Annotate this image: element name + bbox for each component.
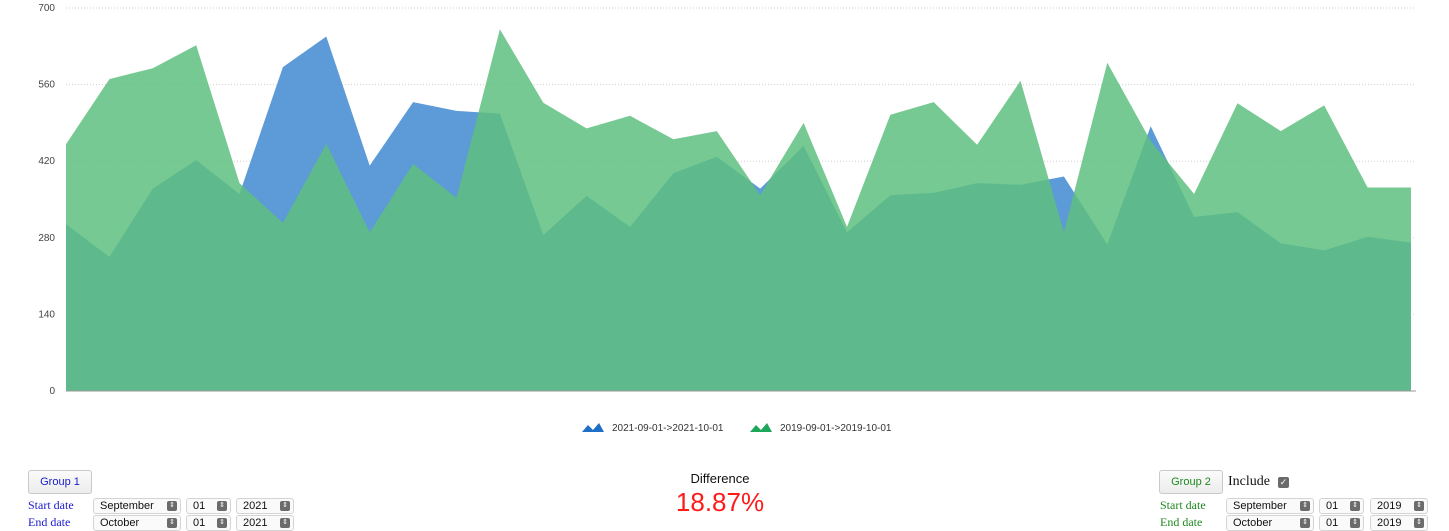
select-arrow-icon: ⇕	[1414, 518, 1424, 528]
chart-legend: 2021-09-01->2021-10-01 2019-09-01->2019-1…	[582, 423, 892, 434]
group-2-start-year-value: 2019	[1377, 500, 1402, 512]
select-arrow-icon: ⇕	[1414, 501, 1424, 511]
group-2-start-month-value: September	[1233, 500, 1287, 512]
legend-area-icon	[582, 423, 604, 432]
legend-label[interactable]: 2021-09-01->2021-10-01	[612, 423, 724, 434]
select-arrow-icon: ⇕	[167, 501, 177, 511]
select-arrow-icon: ⇕	[217, 518, 227, 528]
group-2-start-year-select[interactable]: 2019 ⇕	[1370, 498, 1428, 514]
group-1-start-date-label: Start date	[28, 498, 74, 512]
select-arrow-icon: ⇕	[167, 518, 177, 528]
select-arrow-icon: ⇕	[217, 501, 227, 511]
select-arrow-icon: ⇕	[1300, 501, 1310, 511]
group-1-start-year-value: 2021	[243, 500, 268, 512]
group-2-button[interactable]: Group 2	[1159, 470, 1223, 494]
group-1-start-month-value: September	[100, 500, 154, 512]
y-tick-label: 700	[38, 3, 55, 14]
legend-area-icon	[750, 423, 772, 432]
select-arrow-icon: ⇕	[280, 501, 290, 511]
group-1-end-day-select[interactable]: 01 ⇕	[186, 515, 231, 531]
group-2-start-day-value: 01	[1326, 500, 1339, 512]
group-1-start-month-select[interactable]: September ⇕	[93, 498, 181, 514]
select-arrow-icon: ⇕	[1300, 518, 1310, 528]
group-1-end-day-value: 01	[193, 517, 206, 529]
select-arrow-icon: ⇕	[1350, 501, 1360, 511]
group-2-end-date-label: End date	[1160, 515, 1203, 529]
y-axis-ticks: 0 140 280 420 560 700	[38, 3, 55, 397]
group-2-start-month-select[interactable]: September ⇕	[1226, 498, 1314, 514]
include-checkbox[interactable]: ✓	[1278, 477, 1289, 488]
group-2-start-day-select[interactable]: 01 ⇕	[1319, 498, 1364, 514]
group-1-start-day-select[interactable]: 01 ⇕	[186, 498, 231, 514]
group-2-end-month-select[interactable]: October ⇕	[1226, 515, 1314, 531]
select-arrow-icon: ⇕	[1350, 518, 1360, 528]
legend-label[interactable]: 2019-09-01->2019-10-01	[780, 423, 892, 434]
group-1-button[interactable]: Group 1	[28, 470, 92, 494]
group-1-end-year-select[interactable]: 2021 ⇕	[236, 515, 294, 531]
include-label: Include	[1228, 474, 1270, 489]
group-1-end-date-label: End date	[28, 515, 71, 529]
group-1-end-year-value: 2021	[243, 517, 268, 529]
group-1-start-year-select[interactable]: 2021 ⇕	[236, 498, 294, 514]
group-2-end-day-select[interactable]: 01 ⇕	[1319, 515, 1364, 531]
y-tick-label: 560	[38, 80, 55, 91]
y-tick-label: 420	[38, 156, 55, 167]
group-1-start-day-value: 01	[193, 500, 206, 512]
area-series	[66, 29, 1411, 392]
difference-title: Difference	[690, 471, 750, 486]
group-2-end-month-value: October	[1233, 517, 1273, 529]
y-tick-label: 140	[38, 309, 55, 320]
group-1-end-month-value: October	[100, 517, 140, 529]
y-tick-label: 0	[49, 386, 55, 397]
difference-value: 18.87%	[675, 487, 765, 517]
group-2-end-day-value: 01	[1326, 517, 1339, 529]
y-tick-label: 280	[38, 233, 55, 244]
group-2-start-date-label: Start date	[1160, 498, 1206, 512]
series-area-2	[66, 29, 1411, 392]
select-arrow-icon: ⇕	[280, 518, 290, 528]
group-2-end-year-value: 2019	[1377, 517, 1402, 529]
